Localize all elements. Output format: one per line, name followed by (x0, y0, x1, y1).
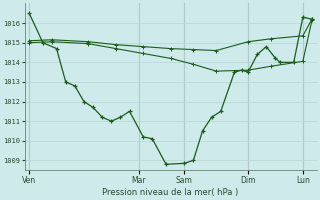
X-axis label: Pression niveau de la mer( hPa ): Pression niveau de la mer( hPa ) (102, 188, 239, 197)
